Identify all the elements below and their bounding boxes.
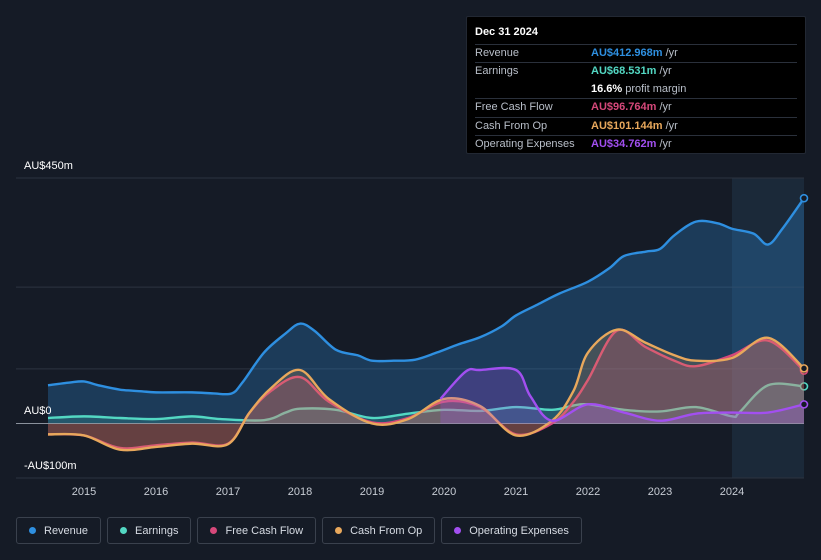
legend-dot-icon: [120, 527, 128, 534]
tooltip-value: 16.6%: [591, 82, 623, 95]
tooltip-unit: /yr: [665, 47, 678, 59]
tooltip-row-cfo: Cash From Op AU$101.144m /yr: [475, 116, 797, 135]
legend-dot-icon: [29, 527, 36, 534]
tooltip-label: Free Cash Flow: [475, 101, 553, 114]
tooltip-unit: /yr: [659, 65, 672, 78]
forecast-highlight: [732, 178, 804, 478]
legend-label: Cash From Op: [350, 524, 423, 537]
tooltip-panel: Dec 31 2024 Revenue AU$412.968m /yr Earn…: [466, 16, 806, 154]
y-tick-label: -AU$100m: [24, 460, 77, 472]
series-area-operating-expenses: [440, 367, 804, 424]
x-tick-label: 2024: [720, 486, 744, 498]
x-tick-label: 2022: [576, 486, 600, 498]
legend-item-free-cash-flow[interactable]: Free Cash Flow: [197, 517, 317, 544]
x-tick-label: 2016: [144, 486, 168, 498]
series-endpoint-earnings: [799, 382, 809, 391]
x-tick-label: 2020: [432, 486, 456, 498]
tooltip-value: AU$101.144m: [591, 119, 663, 132]
x-tick-label: 2017: [216, 486, 240, 498]
x-tick-label: 2015: [72, 486, 96, 498]
legend-item-cash-from-op[interactable]: Cash From Op: [322, 517, 436, 544]
tooltip-label: [475, 81, 591, 98]
tooltip-unit: /yr: [659, 101, 672, 114]
tooltip-value: AU$412.968m: [591, 47, 663, 59]
x-tick-label: 2023: [648, 486, 672, 498]
tooltip-row-fcf: Free Cash Flow AU$96.764m /yr: [475, 98, 797, 116]
x-tick-label: 2018: [288, 486, 312, 498]
legend-label: Free Cash Flow: [225, 524, 304, 537]
legend-dot-icon: [210, 527, 218, 534]
series-endpoint-revenue: [799, 193, 809, 203]
tooltip-value: AU$96.764m: [591, 101, 657, 114]
series-area-earnings: [48, 383, 804, 424]
tooltip-row-margin: 16.6% profit margin: [475, 81, 797, 98]
legend: Revenue Earnings Free Cash Flow Cash Fro…: [16, 517, 582, 544]
series-area-cash-from-op: [48, 329, 804, 451]
series-endpoint-operating-expenses: [799, 400, 809, 409]
legend-label: Revenue: [44, 524, 89, 537]
legend-item-revenue[interactable]: Revenue: [16, 517, 102, 544]
x-tick-label: 2019: [360, 486, 384, 498]
tooltip-row-earnings: Earnings AU$68.531m /yr: [475, 62, 797, 80]
series-line-operating-expenses: [439, 366, 805, 422]
legend-dot-icon: [454, 527, 462, 534]
series-line-cash-from-op: [47, 328, 805, 452]
legend-label: Operating Expenses: [469, 524, 569, 537]
legend-item-earnings[interactable]: Earnings: [107, 517, 192, 544]
legend-dot-icon: [335, 527, 343, 534]
series-area-revenue: [48, 198, 804, 424]
series-line-earnings: [47, 382, 805, 422]
series-area-free-cash-flow: [48, 329, 804, 449]
y-tick-label: AU$450m: [24, 160, 73, 172]
tooltip-label: Earnings: [475, 65, 519, 78]
tooltip-label: Revenue: [475, 47, 520, 59]
tooltip-label: Cash From Op: [475, 119, 548, 132]
tooltip-unit: profit margin: [625, 82, 687, 95]
tooltip-date: Dec 31 2024: [475, 26, 538, 38]
tooltip-value: AU$68.531m: [591, 65, 657, 78]
tooltip-row-opex: Operating Expenses AU$34.762m /yr: [475, 134, 797, 153]
tooltip-label: Operating Expenses: [475, 137, 575, 150]
legend-label: Earnings: [135, 524, 179, 537]
legend-item-operating-expenses[interactable]: Operating Expenses: [441, 517, 582, 544]
x-tick-label: 2021: [504, 486, 528, 498]
tooltip-unit: /yr: [659, 137, 672, 150]
tooltip-unit: /yr: [665, 119, 678, 132]
tooltip-value: AU$34.762m: [591, 137, 657, 150]
series-line-revenue: [47, 197, 805, 396]
tooltip-row-revenue: Revenue AU$412.968m /yr: [475, 44, 797, 62]
series-endpoint-cash-from-op: [799, 364, 809, 373]
y-tick-label: AU$0: [24, 405, 52, 417]
